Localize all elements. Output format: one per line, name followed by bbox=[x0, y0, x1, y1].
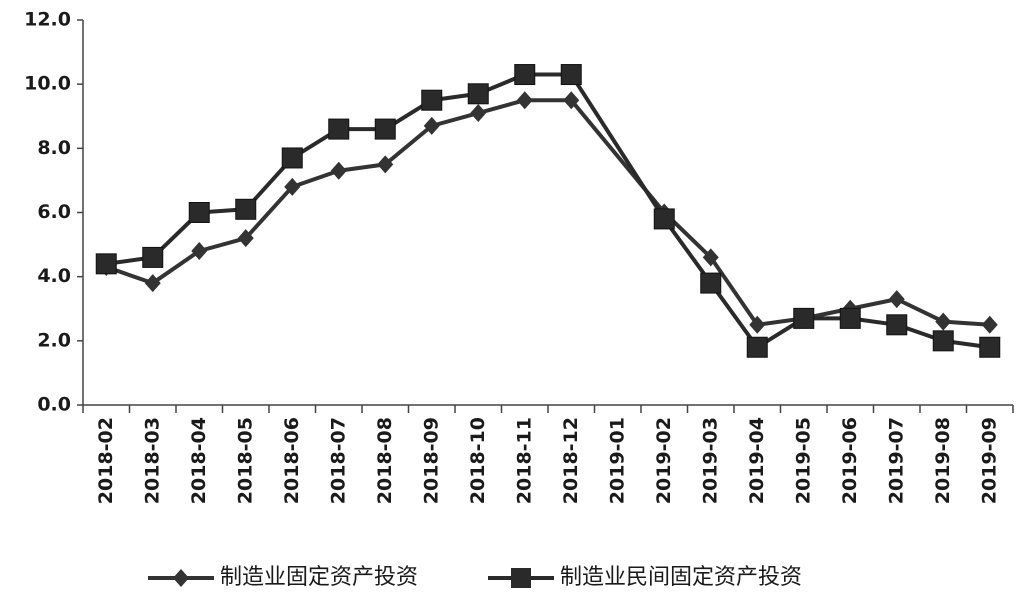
x-tick-label: 2018-03 bbox=[141, 417, 163, 504]
point bbox=[467, 83, 489, 105]
x-tick-label: 2018-08 bbox=[374, 417, 396, 504]
point bbox=[95, 253, 117, 275]
x-tick-label: 2018-11 bbox=[513, 417, 535, 504]
x-tick-label: 2018-10 bbox=[467, 417, 489, 504]
point bbox=[284, 177, 301, 196]
x-tick-label: 2019-09 bbox=[978, 417, 1000, 504]
x-tick-label: 2018-12 bbox=[560, 417, 582, 504]
point bbox=[981, 315, 998, 334]
y-tick-label: 12.0 bbox=[24, 9, 71, 31]
point bbox=[281, 147, 303, 169]
x-tick-label: 2019-08 bbox=[932, 417, 954, 504]
y-tick-label: 10.0 bbox=[24, 73, 71, 95]
gap-connector bbox=[569, 73, 666, 220]
point bbox=[932, 330, 954, 352]
x-tick-label: 2019-01 bbox=[606, 417, 628, 504]
point bbox=[653, 208, 675, 230]
point bbox=[237, 229, 254, 248]
point bbox=[235, 198, 257, 220]
x-tick-label: 2019-04 bbox=[746, 417, 768, 504]
point bbox=[188, 202, 210, 223]
series bbox=[95, 64, 1001, 358]
point bbox=[191, 242, 208, 260]
x-tick-label: 2018-05 bbox=[234, 417, 256, 504]
x-tick-label: 2018-07 bbox=[327, 417, 349, 504]
point bbox=[144, 274, 161, 293]
legend-label: 制造业民间固定资产投资 bbox=[560, 565, 802, 590]
y-tick-label: 4.0 bbox=[37, 265, 71, 287]
point bbox=[749, 315, 766, 334]
y-tick-label: 8.0 bbox=[37, 137, 71, 159]
x-tick-label: 2018-04 bbox=[188, 417, 210, 504]
point bbox=[746, 336, 768, 358]
series bbox=[98, 91, 998, 334]
point bbox=[886, 314, 908, 336]
point bbox=[516, 91, 533, 110]
x-tick-label: 2019-05 bbox=[792, 417, 814, 504]
point bbox=[888, 290, 905, 309]
point bbox=[470, 104, 487, 123]
point bbox=[514, 64, 536, 86]
point bbox=[560, 64, 582, 86]
point bbox=[142, 246, 164, 268]
x-tick-label: 2019-03 bbox=[699, 417, 721, 504]
point bbox=[377, 155, 394, 174]
legend-marker bbox=[173, 569, 189, 587]
legend-label: 制造业固定资产投资 bbox=[220, 565, 418, 590]
point bbox=[702, 248, 719, 267]
x-tick-label: 2019-07 bbox=[885, 417, 907, 504]
point bbox=[839, 307, 861, 329]
point bbox=[328, 118, 350, 140]
point bbox=[423, 116, 440, 135]
x-tick-label: 2019-06 bbox=[839, 417, 861, 504]
legend-marker bbox=[511, 568, 531, 588]
y-tick-label: 0.0 bbox=[37, 394, 71, 416]
point bbox=[979, 336, 1001, 358]
y-tick-label: 6.0 bbox=[37, 201, 71, 223]
x-tick-label: 2018-06 bbox=[281, 417, 303, 504]
x-tick-label: 2019-02 bbox=[653, 417, 675, 504]
y-tick-label: 2.0 bbox=[37, 329, 71, 351]
x-tick-label: 2018-09 bbox=[420, 417, 442, 504]
series-line bbox=[662, 211, 990, 327]
point bbox=[374, 118, 396, 140]
point bbox=[330, 161, 347, 180]
x-tick-label: 2018-02 bbox=[95, 417, 117, 504]
point bbox=[935, 312, 952, 331]
point bbox=[421, 89, 443, 111]
point bbox=[700, 272, 722, 294]
point bbox=[793, 307, 815, 329]
point bbox=[563, 91, 580, 110]
